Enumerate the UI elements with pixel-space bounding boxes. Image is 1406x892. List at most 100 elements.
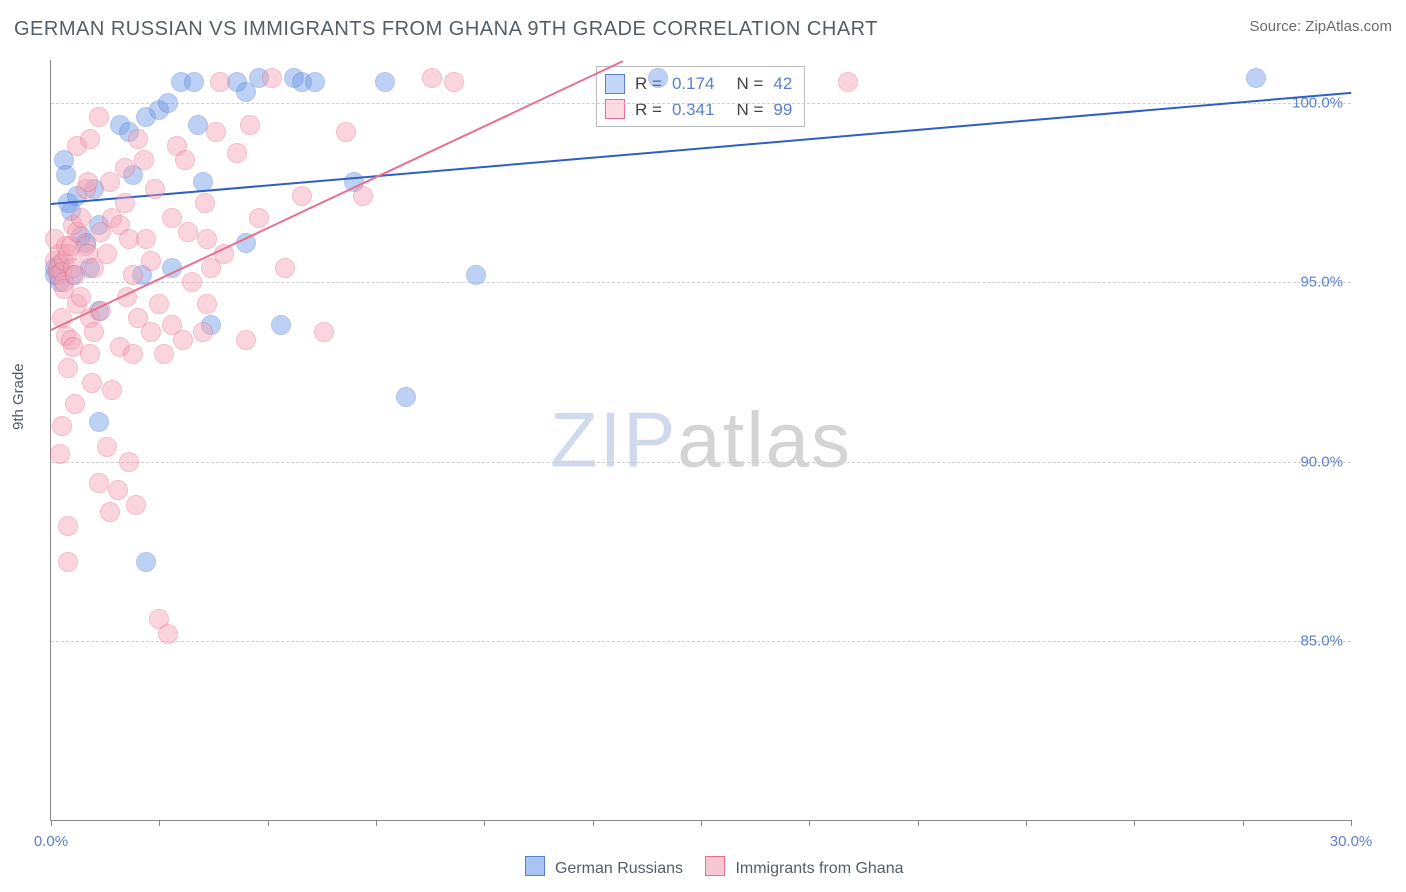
data-point <box>175 150 195 170</box>
x-tick-label: 30.0% <box>1330 833 1373 850</box>
data-point <box>648 68 668 88</box>
data-point <box>178 222 198 242</box>
data-point <box>422 68 442 88</box>
x-tick <box>918 820 919 826</box>
data-point <box>249 208 269 228</box>
data-point <box>126 495 146 515</box>
y-axis-label: 9th Grade <box>10 363 27 430</box>
data-point <box>71 208 91 228</box>
data-point <box>396 387 416 407</box>
data-point <box>82 373 102 393</box>
data-point <box>227 143 247 163</box>
data-point <box>84 322 104 342</box>
data-point <box>444 72 464 92</box>
data-point <box>80 129 100 149</box>
data-point <box>100 502 120 522</box>
data-point <box>58 516 78 536</box>
data-point <box>158 93 178 113</box>
data-point <box>58 552 78 572</box>
x-tick <box>593 820 594 826</box>
data-point <box>123 344 143 364</box>
data-point <box>134 150 154 170</box>
data-point <box>100 172 120 192</box>
gridline <box>51 462 1351 463</box>
data-point <box>115 158 135 178</box>
data-point <box>193 322 213 342</box>
data-point <box>102 380 122 400</box>
legend: German Russians Immigrants from Ghana <box>0 856 1406 878</box>
data-point <box>149 294 169 314</box>
data-point <box>141 251 161 271</box>
data-point <box>262 68 282 88</box>
data-point <box>336 122 356 142</box>
data-point <box>65 394 85 414</box>
data-point <box>123 265 143 285</box>
x-tick <box>484 820 485 826</box>
chart-title: GERMAN RUSSIAN VS IMMIGRANTS FROM GHANA … <box>14 18 878 41</box>
data-point <box>353 186 373 206</box>
watermark: ZIPatlas <box>550 395 852 486</box>
data-point <box>52 416 72 436</box>
x-tick <box>1134 820 1135 826</box>
x-tick <box>268 820 269 826</box>
data-point <box>50 444 70 464</box>
data-point <box>119 452 139 472</box>
data-point <box>206 122 226 142</box>
x-tick <box>701 820 702 826</box>
x-tick <box>1243 820 1244 826</box>
data-point <box>195 193 215 213</box>
scatter-plot: ZIPatlas R = 0.174N = 42R = 0.341N = 99 … <box>50 60 1351 821</box>
data-point <box>145 179 165 199</box>
data-point <box>375 72 395 92</box>
y-tick-label: 90.0% <box>1300 453 1343 470</box>
data-point <box>305 72 325 92</box>
x-tick <box>51 820 52 826</box>
x-tick <box>376 820 377 826</box>
data-point <box>1246 68 1266 88</box>
data-point <box>158 624 178 644</box>
data-point <box>115 193 135 213</box>
x-tick <box>1351 820 1352 826</box>
gridline <box>51 103 1351 104</box>
legend-label: German Russians <box>551 860 684 877</box>
data-point <box>141 322 161 342</box>
data-point <box>97 437 117 457</box>
data-point <box>182 272 202 292</box>
data-point <box>184 72 204 92</box>
data-point <box>136 552 156 572</box>
data-point <box>197 294 217 314</box>
source-label: Source: ZipAtlas.com <box>1249 18 1392 35</box>
legend-label: Immigrants from Ghana <box>731 860 904 877</box>
data-point <box>56 165 76 185</box>
data-point <box>236 330 256 350</box>
data-point <box>108 480 128 500</box>
data-point <box>97 244 117 264</box>
data-point <box>173 330 193 350</box>
data-point <box>89 473 109 493</box>
gridline <box>51 282 1351 283</box>
legend-swatch <box>525 856 545 876</box>
data-point <box>71 287 91 307</box>
data-point <box>154 344 174 364</box>
y-tick-label: 85.0% <box>1300 632 1343 649</box>
legend-swatch <box>705 856 725 876</box>
data-point <box>80 344 100 364</box>
data-point <box>838 72 858 92</box>
x-tick <box>159 820 160 826</box>
x-tick <box>1026 820 1027 826</box>
stats-row: R = 0.341N = 99 <box>605 97 792 123</box>
x-tick-label: 0.0% <box>34 833 68 850</box>
data-point <box>271 315 291 335</box>
stats-row: R = 0.174N = 42 <box>605 71 792 97</box>
gridline <box>51 641 1351 642</box>
data-point <box>466 265 486 285</box>
data-point <box>314 322 334 342</box>
data-point <box>292 186 312 206</box>
data-point <box>275 258 295 278</box>
data-point <box>78 172 98 192</box>
data-point <box>89 107 109 127</box>
data-point <box>128 129 148 149</box>
data-point <box>136 229 156 249</box>
data-point <box>210 72 230 92</box>
data-point <box>58 358 78 378</box>
